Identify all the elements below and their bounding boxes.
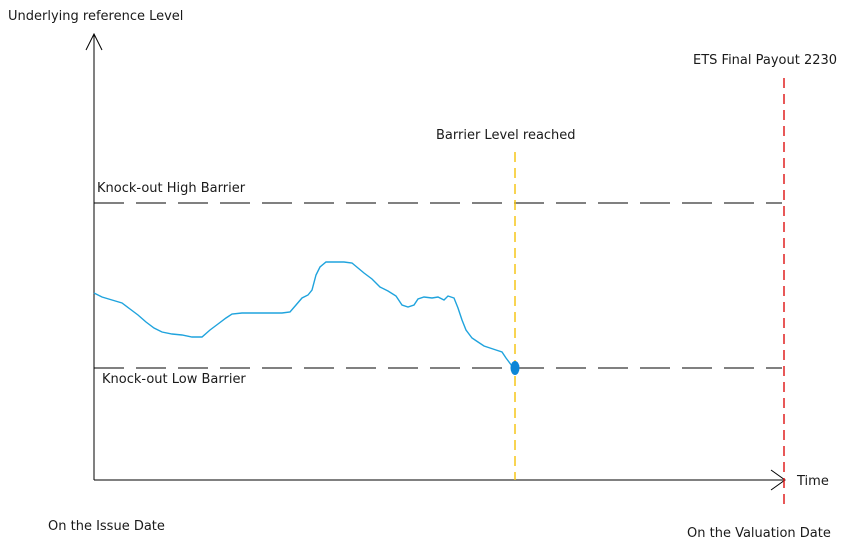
final-payout-label: ETS Final Payout 2230 — [693, 53, 838, 68]
x-axis-label: Time — [797, 474, 829, 489]
x-axis-arrow-icon — [770, 469, 786, 491]
price-path — [93, 261, 516, 369]
start-date-label: On the Issue Date — [48, 519, 165, 534]
y-axis-arrow-icon — [85, 32, 103, 51]
end-date-label: On the Valuation Date — [687, 526, 831, 541]
low-barrier-label: Knock-out Low Barrier — [102, 372, 246, 387]
y-axis-label: Underlying reference Level — [8, 9, 184, 24]
barrier-event-label: Barrier Level reached — [436, 128, 576, 143]
high-barrier-label: Knock-out High Barrier — [97, 181, 246, 196]
barrier-hit-marker — [510, 361, 520, 375]
